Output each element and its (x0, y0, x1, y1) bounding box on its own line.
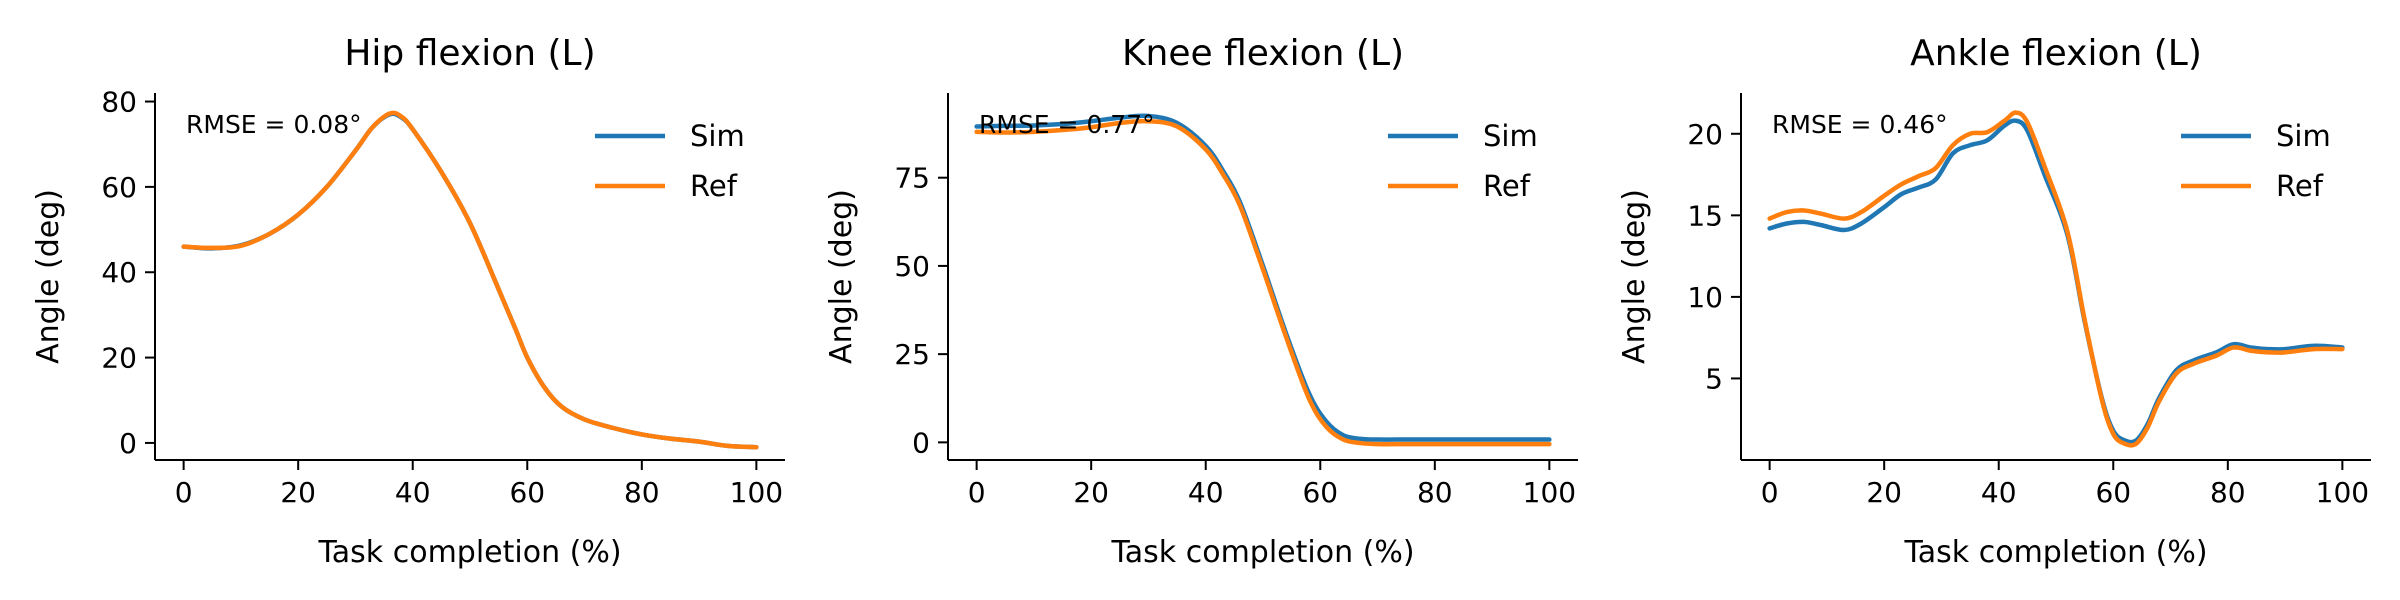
x-tick-label: 60 (509, 476, 545, 509)
x-tick-label: 0 (968, 476, 986, 509)
x-tick-label: 0 (1761, 476, 1779, 509)
y-tick-label: 0 (912, 426, 930, 459)
legend: Sim Ref (1388, 119, 1538, 203)
panels: Hip flexion (L)0 20 40 60 80 100020406080Task… (31, 33, 2371, 570)
series-line-sim (1767, 118, 2345, 445)
y-tick-label: 5 (1705, 362, 1723, 395)
y-tick-label: 25 (894, 338, 930, 371)
chart-panel-2: Knee flexion (L) 0 20 40 60 80 100 0 25 50 75 Task … (824, 33, 1578, 570)
chart-title: Hip flexion (L) (344, 33, 595, 74)
x-tick-label: 80 (624, 476, 660, 509)
x-tick-label: 40 (1981, 476, 2017, 509)
x-tick-label: 20 (280, 476, 316, 509)
x-tick-label: 20 (1866, 476, 1902, 509)
legend-label-ref: Ref (1483, 169, 1531, 203)
y-tick-label: 20 (1687, 118, 1723, 151)
legend-label-sim: Sim (1483, 119, 1538, 153)
y-axis-label: Angle (deg) (824, 189, 859, 364)
x-tick-label: 100 (2316, 476, 2369, 509)
series-line-sim (181, 111, 759, 450)
rmse-annotation: RMSE = 0.46° (1772, 110, 1948, 139)
x-tick-label: 20 (1073, 476, 1109, 509)
legend-label-ref: Ref (2276, 169, 2324, 203)
series-line-ref (181, 110, 759, 450)
rmse-annotation: RMSE = 0.77° (979, 110, 1155, 139)
legend-label-sim: Sim (690, 119, 745, 153)
chart-title: Knee flexion (L) (1122, 33, 1404, 74)
x-axis-label: Task completion (%) (317, 535, 621, 570)
y-tick-label: 20 (101, 342, 137, 375)
legend-label-ref: Ref (690, 169, 738, 203)
y-axis-label: Angle (deg) (1617, 189, 1652, 364)
y-tick-label: 15 (1687, 199, 1723, 232)
y-tick-label: 50 (894, 250, 930, 283)
y-tick-label: 60 (101, 171, 137, 204)
y-tick-label: 0 (119, 427, 137, 460)
x-tick-label: 40 (395, 476, 431, 509)
series-line-sim (974, 113, 1552, 442)
x-axis-label: Task completion (%) (1110, 535, 1414, 570)
x-axis-label: Task completion (%) (1903, 535, 2207, 570)
x-tick-label: 40 (1188, 476, 1224, 509)
legend: Sim Ref (595, 119, 745, 203)
chart-panel-3: Ankle flexion (L)0 20 40 60 80 1005101520Task… (1617, 33, 2371, 570)
x-tick-label: 100 (1523, 476, 1576, 509)
legend-label-sim: Sim (2276, 119, 2331, 153)
x-tick-label: 80 (2210, 476, 2246, 509)
y-tick-label: 80 (101, 86, 137, 119)
x-tick-label: 80 (1417, 476, 1453, 509)
y-tick-label: 75 (894, 162, 930, 195)
series-line-ref (1767, 110, 2345, 448)
y-tick-label: 10 (1687, 281, 1723, 314)
y-tick-label: 40 (101, 256, 137, 289)
rmse-annotation: RMSE = 0.08° (186, 110, 362, 139)
series-line-ref (974, 118, 1552, 447)
x-tick-label: 100 (730, 476, 783, 509)
chart-panel-1: Hip flexion (L)0 20 40 60 80 100020406080Task… (31, 33, 785, 570)
chart-title: Ankle flexion (L) (1910, 33, 2202, 74)
y-axis-label: Angle (deg) (31, 189, 66, 364)
x-tick-label: 60 (2095, 476, 2131, 509)
x-tick-label: 0 (175, 476, 193, 509)
legend: Sim Ref (2181, 119, 2331, 203)
x-tick-label: 60 (1302, 476, 1338, 509)
